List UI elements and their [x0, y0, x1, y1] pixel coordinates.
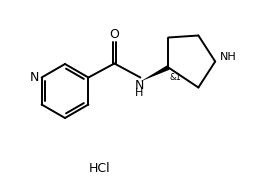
- Text: N: N: [135, 79, 144, 92]
- Text: &1: &1: [169, 73, 181, 82]
- Text: NH: NH: [220, 52, 237, 62]
- Text: H: H: [135, 89, 144, 99]
- Text: O: O: [109, 28, 119, 41]
- Text: HCl: HCl: [89, 161, 111, 174]
- Polygon shape: [140, 65, 169, 82]
- Text: N: N: [30, 71, 39, 84]
